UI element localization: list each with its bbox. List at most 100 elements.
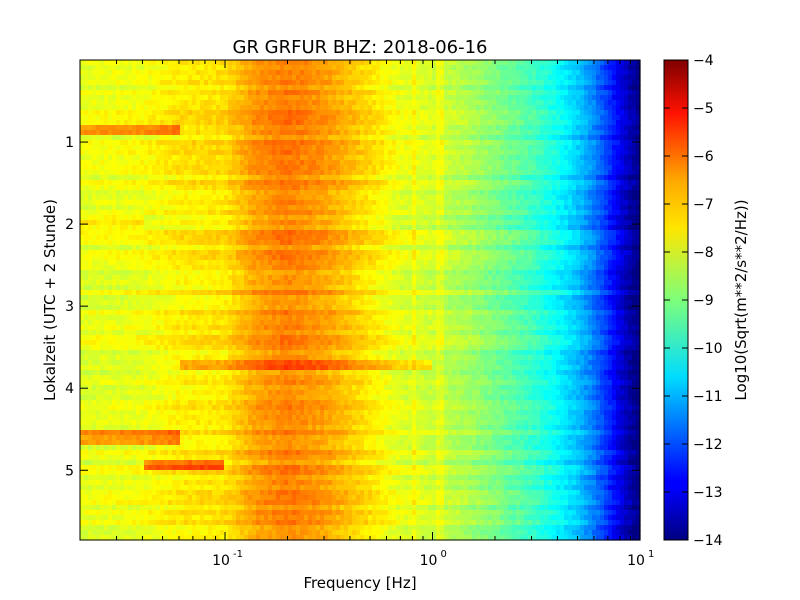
heatmap-cell	[604, 80, 609, 86]
heatmap-cell	[328, 220, 333, 226]
heatmap-cell	[188, 115, 193, 121]
heatmap-cell	[416, 100, 421, 106]
heatmap-cell	[288, 70, 293, 76]
heatmap-cell	[80, 140, 85, 146]
heatmap-cell	[156, 220, 161, 226]
heatmap-cell	[524, 150, 529, 156]
heatmap-cell	[356, 155, 361, 161]
heatmap-cell	[548, 155, 553, 161]
heatmap-cell	[424, 225, 429, 231]
heatmap-cell	[496, 75, 501, 81]
heatmap-cell	[84, 75, 89, 81]
heatmap-cell	[384, 185, 389, 191]
heatmap-cell	[452, 160, 457, 166]
heatmap-cell	[468, 165, 473, 171]
heatmap-cell	[512, 100, 517, 106]
heatmap-cell	[264, 210, 269, 216]
heatmap-cell	[556, 125, 561, 131]
heatmap-cell	[176, 85, 181, 91]
heatmap-cell	[444, 235, 449, 241]
heatmap-cell	[488, 110, 493, 116]
heatmap-cell	[140, 90, 145, 96]
heatmap-cell	[172, 135, 177, 141]
heatmap-cell	[452, 150, 457, 156]
heatmap-cell	[112, 110, 117, 116]
heatmap-cell	[252, 230, 257, 236]
heatmap-cell	[388, 175, 393, 181]
heatmap-cell	[616, 150, 621, 156]
heatmap-cell	[228, 190, 233, 196]
heatmap-cell	[548, 220, 553, 226]
heatmap-cell	[296, 105, 301, 111]
heatmap-cell	[500, 110, 505, 116]
heatmap-cell	[588, 125, 593, 131]
heatmap-cell	[140, 80, 145, 86]
heatmap-cell	[544, 85, 549, 91]
heatmap-cell	[240, 135, 245, 141]
heatmap-cell	[232, 195, 237, 201]
heatmap-cell	[420, 185, 425, 191]
heatmap-cell	[424, 60, 429, 66]
heatmap-cell	[80, 100, 85, 106]
heatmap-cell	[312, 220, 317, 226]
heatmap-cell	[452, 165, 457, 171]
heatmap-cell	[596, 95, 601, 101]
heatmap-cell	[220, 105, 225, 111]
heatmap-cell	[580, 70, 585, 76]
heatmap-cell	[428, 65, 433, 71]
heatmap-cell	[372, 140, 377, 146]
heatmap-cell	[344, 170, 349, 176]
heatmap-cell	[508, 150, 513, 156]
heatmap-cell	[572, 140, 577, 146]
heatmap-cell	[588, 180, 593, 186]
heatmap-cell	[444, 200, 449, 206]
heatmap-cell	[636, 170, 641, 176]
heatmap-cell	[132, 215, 137, 221]
heatmap-cell	[96, 100, 101, 106]
heatmap-cell	[228, 200, 233, 206]
heatmap-cell	[540, 70, 545, 76]
heatmap-cell	[364, 140, 369, 146]
heatmap-cell	[512, 135, 517, 141]
heatmap-cell	[232, 135, 237, 141]
heatmap-cell	[168, 115, 173, 121]
heatmap-cell	[300, 200, 305, 206]
heatmap-cell	[624, 130, 629, 136]
heatmap-cell	[492, 205, 497, 211]
heatmap-cell	[592, 70, 597, 76]
heatmap-cell	[588, 210, 593, 216]
heatmap-cell	[256, 150, 261, 156]
heatmap-cell	[288, 170, 293, 176]
heatmap-cell	[572, 225, 577, 231]
heatmap-cell	[360, 130, 365, 136]
heatmap-cell	[396, 170, 401, 176]
heatmap-cell	[272, 105, 277, 111]
heatmap-cell	[344, 140, 349, 146]
heatmap-cell	[624, 220, 629, 226]
heatmap-cell	[440, 110, 445, 116]
heatmap-cell	[276, 190, 281, 196]
heatmap-cell	[432, 175, 437, 181]
heatmap-cell	[256, 155, 261, 161]
heatmap-cell	[84, 100, 89, 106]
heatmap-cell	[304, 90, 309, 96]
heatmap-cell	[88, 225, 93, 231]
heatmap-cell	[572, 115, 577, 121]
heatmap-cell	[576, 150, 581, 156]
heatmap-cell	[628, 85, 633, 91]
heatmap-cell	[364, 120, 369, 126]
heatmap-cell	[152, 150, 157, 156]
heatmap-cell	[196, 65, 201, 71]
heatmap-cell	[436, 115, 441, 121]
heatmap-cell	[372, 170, 377, 176]
heatmap-cell	[200, 225, 205, 231]
heatmap-cell	[176, 195, 181, 201]
heatmap-cell	[396, 115, 401, 121]
heatmap-cell	[612, 155, 617, 161]
heatmap-cell	[184, 145, 189, 151]
heatmap-cell	[420, 125, 425, 131]
heatmap-cell	[248, 215, 253, 221]
heatmap-cell	[92, 120, 97, 126]
heatmap-cell	[452, 180, 457, 186]
heatmap-cell	[152, 220, 157, 226]
